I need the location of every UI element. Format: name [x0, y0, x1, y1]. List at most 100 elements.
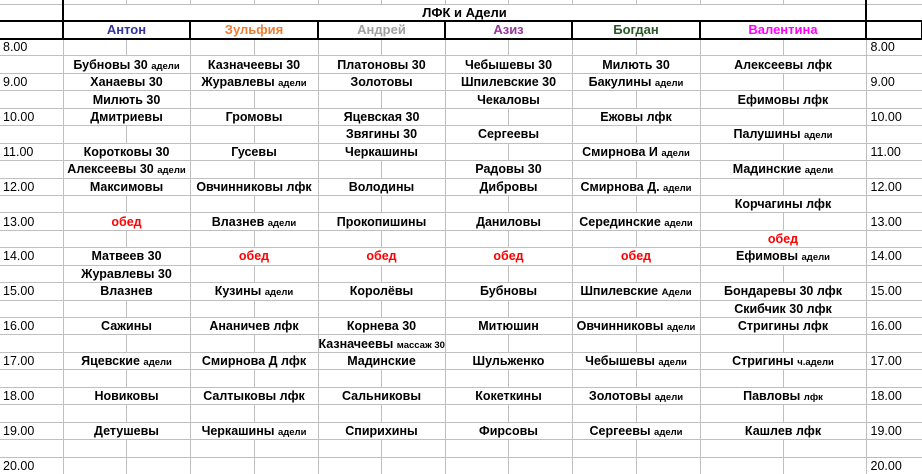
- time-label-left[interactable]: [0, 160, 64, 179]
- schedule-cell-empty[interactable]: [254, 230, 319, 249]
- time-label-left[interactable]: 14.00: [0, 247, 64, 266]
- schedule-cell[interactable]: Смирнова Д лфк: [190, 352, 319, 371]
- schedule-cell[interactable]: обед: [700, 230, 867, 249]
- schedule-cell-empty[interactable]: [508, 108, 573, 127]
- schedule-cell[interactable]: обед: [572, 247, 701, 266]
- time-label-right[interactable]: 17.00: [866, 352, 922, 371]
- time-label-right[interactable]: [866, 300, 922, 319]
- time-label-left[interactable]: 18.00: [0, 387, 64, 406]
- schedule-cell-empty[interactable]: [254, 160, 319, 179]
- schedule-cell-empty[interactable]: [445, 334, 509, 353]
- schedule-cell[interactable]: Ефимовы адели: [700, 247, 867, 266]
- schedule-cell-empty[interactable]: [572, 404, 637, 423]
- schedule-cell-empty[interactable]: [381, 195, 446, 214]
- schedule-cell-empty[interactable]: [636, 457, 701, 474]
- schedule-cell-empty[interactable]: [636, 195, 701, 214]
- schedule-cell-empty[interactable]: [318, 457, 382, 474]
- schedule-cell-empty[interactable]: [636, 265, 701, 284]
- schedule-cell[interactable]: Звягины 30: [318, 125, 446, 144]
- time-label-left[interactable]: [0, 265, 64, 284]
- schedule-cell[interactable]: Алексеевы лфк: [700, 55, 867, 74]
- schedule-cell-empty[interactable]: [63, 125, 127, 144]
- schedule-cell-empty[interactable]: [445, 143, 509, 162]
- schedule-cell-empty[interactable]: [190, 125, 255, 144]
- schedule-cell-empty[interactable]: [636, 230, 701, 249]
- schedule-cell-empty[interactable]: [783, 73, 867, 92]
- schedule-cell-empty[interactable]: [318, 230, 382, 249]
- schedule-cell[interactable]: обед: [445, 247, 573, 266]
- schedule-cell-empty[interactable]: [572, 457, 637, 474]
- schedule-cell-empty[interactable]: [381, 369, 446, 388]
- schedule-cell-empty[interactable]: [126, 334, 191, 353]
- schedule-cell[interactable]: Даниловы: [445, 212, 573, 231]
- schedule-cell[interactable]: Чекаловы: [445, 90, 573, 109]
- page-title[interactable]: ЛФК и Адели: [62, 3, 867, 22]
- schedule-cell[interactable]: Стригины ч.адели: [700, 352, 867, 371]
- time-label-right[interactable]: 19.00: [866, 422, 922, 441]
- schedule-cell-empty[interactable]: [318, 369, 382, 388]
- schedule-cell[interactable]: Милють 30: [63, 90, 191, 109]
- time-label-left[interactable]: [0, 195, 64, 214]
- schedule-cell-empty[interactable]: [572, 369, 637, 388]
- schedule-cell-empty[interactable]: [700, 439, 784, 458]
- schedule-cell[interactable]: Золотовы: [318, 73, 446, 92]
- schedule-cell-empty[interactable]: [572, 230, 637, 249]
- schedule-cell-empty[interactable]: [445, 439, 509, 458]
- time-label-right[interactable]: [866, 230, 922, 249]
- schedule-cell-empty[interactable]: [254, 125, 319, 144]
- schedule-cell-empty[interactable]: [190, 230, 255, 249]
- schedule-cell[interactable]: Палушины адели: [700, 125, 867, 144]
- schedule-cell-empty[interactable]: [318, 160, 382, 179]
- schedule-cell[interactable]: Чебышевы 30: [445, 55, 573, 74]
- time-label-left[interactable]: 10.00: [0, 108, 64, 127]
- schedule-cell[interactable]: Смирнова Д. адели: [572, 178, 701, 196]
- schedule-cell-empty[interactable]: [572, 334, 637, 353]
- schedule-cell[interactable]: Милють 30: [572, 55, 701, 74]
- schedule-cell-empty[interactable]: [254, 369, 319, 388]
- schedule-cell[interactable]: Золотовы адели: [572, 387, 701, 406]
- schedule-cell-empty[interactable]: [190, 439, 255, 458]
- time-label-left[interactable]: [0, 230, 64, 249]
- schedule-cell[interactable]: Мадинские: [318, 352, 446, 371]
- schedule-cell-empty[interactable]: [254, 439, 319, 458]
- column-header-valentina[interactable]: Валентина: [699, 19, 867, 40]
- schedule-cell-empty[interactable]: [572, 300, 637, 319]
- schedule-cell-empty[interactable]: [508, 334, 573, 353]
- schedule-cell-empty[interactable]: [63, 369, 127, 388]
- time-label-right[interactable]: 9.00: [866, 73, 922, 92]
- schedule-cell[interactable]: Шульженко: [445, 352, 573, 371]
- schedule-cell[interactable]: Смирнова И адели: [572, 143, 701, 162]
- schedule-cell[interactable]: Бубновы 30 адели: [63, 55, 191, 74]
- time-label-right[interactable]: [866, 439, 922, 458]
- schedule-cell-empty[interactable]: [63, 457, 127, 474]
- schedule-cell-empty[interactable]: [572, 439, 637, 458]
- schedule-cell[interactable]: Ханаевы 30: [63, 73, 191, 92]
- schedule-cell-empty[interactable]: [445, 404, 509, 423]
- time-label-left[interactable]: [0, 439, 64, 458]
- schedule-cell[interactable]: Бубновы: [445, 282, 573, 301]
- time-label-left[interactable]: 9.00: [0, 73, 64, 92]
- schedule-cell[interactable]: Яцевская 30: [318, 108, 446, 127]
- schedule-cell[interactable]: Корнева 30: [318, 317, 446, 336]
- schedule-cell-empty[interactable]: [508, 195, 573, 214]
- time-label-left[interactable]: 15.00: [0, 282, 64, 301]
- schedule-cell-empty[interactable]: [63, 38, 127, 57]
- time-label-left[interactable]: 11.00: [0, 143, 64, 162]
- schedule-cell[interactable]: Кокеткины: [445, 387, 573, 406]
- schedule-cell-empty[interactable]: [63, 300, 127, 319]
- time-label-left[interactable]: 13.00: [0, 212, 64, 231]
- time-label-right[interactable]: [866, 369, 922, 388]
- schedule-cell[interactable]: Митюшин: [445, 317, 573, 336]
- time-label-right[interactable]: 10.00: [866, 108, 922, 127]
- schedule-cell-empty[interactable]: [254, 265, 319, 284]
- schedule-cell[interactable]: Громовы: [190, 108, 319, 127]
- schedule-cell-empty[interactable]: [783, 439, 867, 458]
- schedule-cell-empty[interactable]: [700, 38, 784, 57]
- schedule-cell-empty[interactable]: [445, 230, 509, 249]
- time-label-right[interactable]: 12.00: [866, 178, 922, 196]
- schedule-cell-empty[interactable]: [318, 265, 382, 284]
- schedule-cell-empty[interactable]: [318, 90, 382, 109]
- schedule-cell-empty[interactable]: [636, 369, 701, 388]
- schedule-cell[interactable]: Ананичев лфк: [190, 317, 319, 336]
- schedule-cell-empty[interactable]: [254, 334, 319, 353]
